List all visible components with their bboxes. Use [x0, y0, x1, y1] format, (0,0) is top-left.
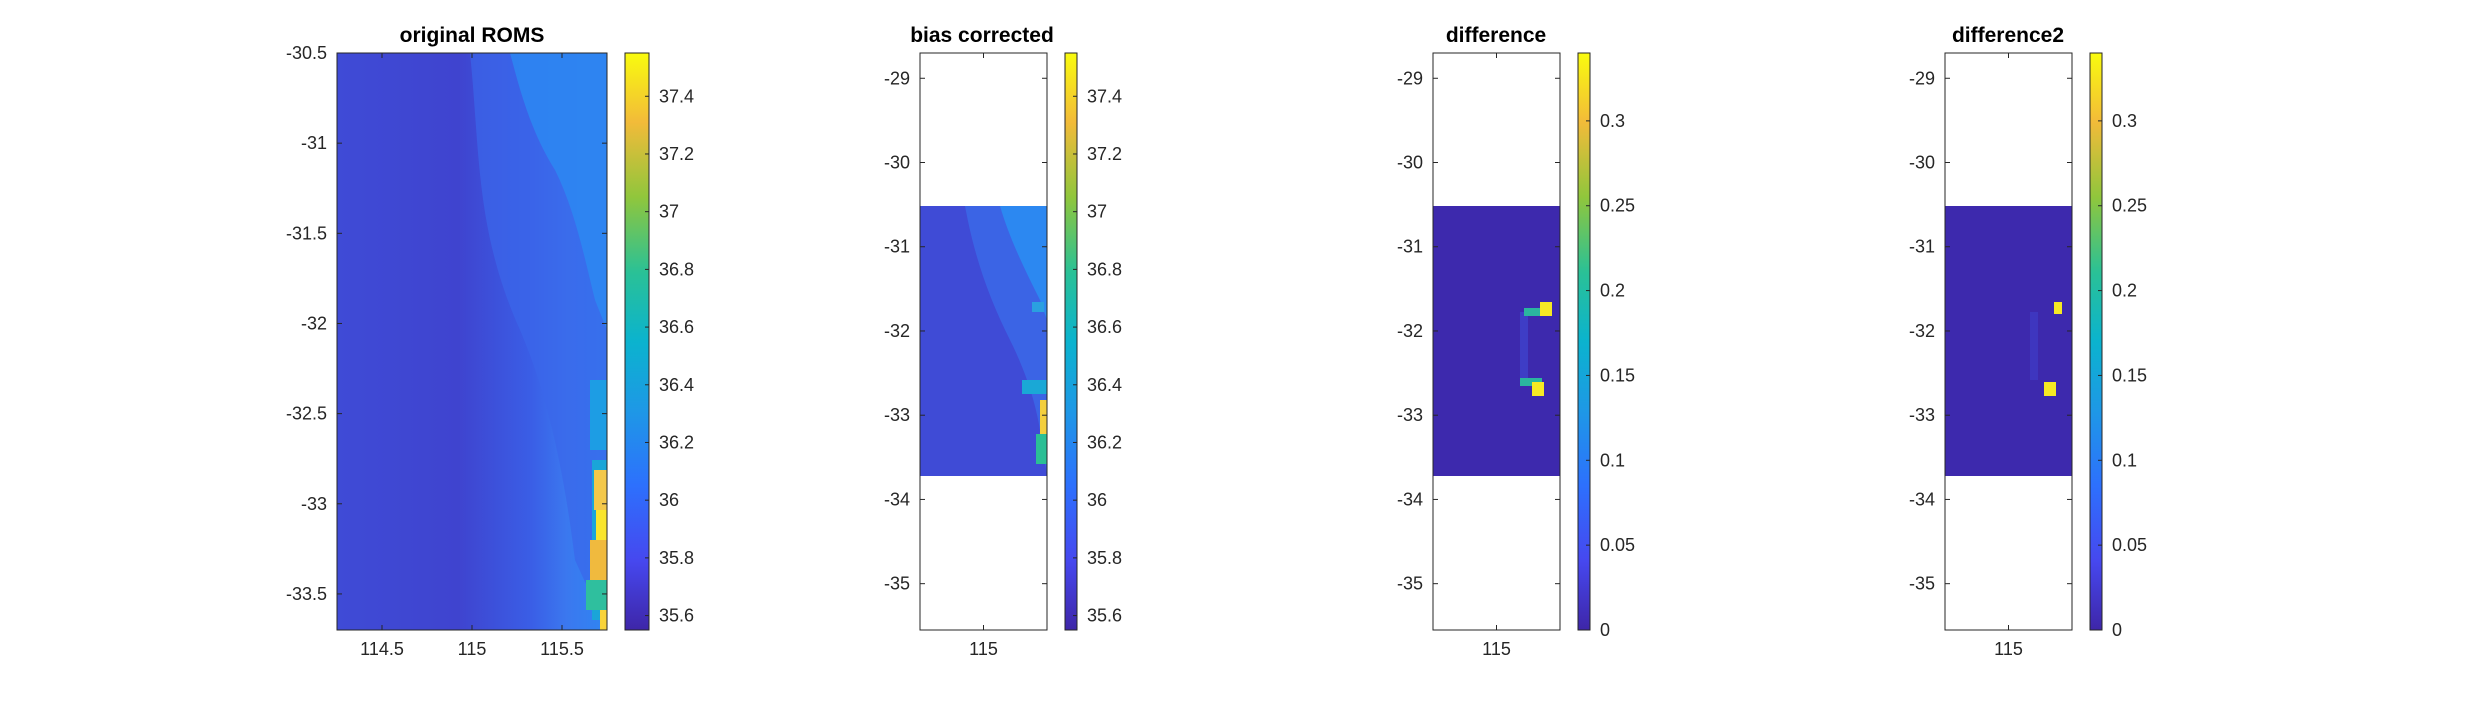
tick-label: -31 [1909, 237, 1935, 257]
panel-title: difference2 [1952, 24, 2064, 47]
panel-original-roms: original ROMS 114.5 115 115.5 -30.5 -31 -31.… [286, 24, 694, 659]
colorbar: 0 0.05 0.1 0.15 0.2 0.25 0.3 [1577, 52, 1635, 640]
tick-label: -33 [1397, 405, 1423, 425]
tick-label: 37 [1087, 202, 1107, 222]
tick-label: 37 [659, 202, 679, 222]
colorbar-ticks: 35.6 35.8 36 36.2 36.4 36.6 36.8 37 37.2 37.4 [645, 86, 694, 626]
y-axis-ticks: -30.5 -31 -31.5 -32 -32.5 -33 -33.5 [286, 43, 607, 604]
tick-label: 0.3 [1600, 111, 1625, 131]
heatmap-difference2 [1945, 206, 2072, 476]
tick-label: 35.8 [659, 548, 694, 568]
tick-label: -32 [884, 321, 910, 341]
tick-label: 0.15 [2112, 365, 2147, 385]
tick-label: 36.2 [1087, 432, 1122, 452]
tick-label: 36.8 [659, 259, 694, 279]
colorbar: 0 0.05 0.1 0.15 0.2 0.25 0.3 [2089, 52, 2147, 640]
heatmap-bias-corrected [920, 206, 1047, 476]
tick-label: -34 [1397, 489, 1423, 509]
tick-label: -31 [301, 133, 327, 153]
x-axis-ticks: 115 [1994, 53, 2023, 659]
tick-label: 114.5 [360, 639, 404, 659]
tick-label: -30.5 [286, 43, 327, 63]
tick-label: -35 [884, 574, 910, 594]
tick-label: 115 [1482, 639, 1511, 659]
tick-label: 36.2 [659, 432, 694, 452]
heatmap-difference [1433, 206, 1560, 476]
tick-label: -32 [1397, 321, 1423, 341]
tick-label: 36.4 [659, 375, 694, 395]
colorbar-ticks: 0 0.05 0.1 0.15 0.2 0.25 0.3 [2098, 111, 2147, 640]
tick-label: 35.6 [1087, 606, 1122, 626]
tick-label: 0.2 [2112, 281, 2137, 301]
tick-label: 115 [458, 639, 487, 659]
tick-label: 37.4 [659, 86, 694, 106]
tick-label: 0.25 [2112, 196, 2147, 216]
tick-label: 36.8 [1087, 259, 1122, 279]
tick-label: 36 [1087, 490, 1107, 510]
tick-label: -29 [884, 68, 910, 88]
tick-label: 35.6 [659, 606, 694, 626]
y-axis-ticks: -29 -30 -31 -32 -33 -34 -35 [1397, 68, 1560, 594]
tick-label: -30 [884, 153, 910, 173]
tick-label: 36.6 [1087, 317, 1122, 337]
x-axis-ticks: 115 [1482, 53, 1511, 659]
colorbar: 35.6 35.8 36 36.2 36.4 36.6 36.8 37 37.2 37.4 [624, 52, 694, 631]
tick-label: -32 [301, 313, 327, 333]
y-axis-ticks: -29 -30 -31 -32 -33 -34 -35 [1909, 68, 2072, 594]
tick-label: 0.1 [1600, 450, 1625, 470]
tick-label: 0.2 [1600, 281, 1625, 301]
tick-label: 0.1 [2112, 450, 2137, 470]
tick-label: 35.8 [1087, 548, 1122, 568]
tick-label: 36 [659, 490, 679, 510]
colorbar-ticks: 0 0.05 0.1 0.15 0.2 0.25 0.3 [1586, 111, 1635, 640]
panel-title: bias corrected [910, 24, 1054, 47]
tick-label: 115 [969, 639, 998, 659]
tick-label: 0.25 [1600, 196, 1635, 216]
y-axis-ticks: -29 -30 -31 -32 -33 -34 -35 [884, 68, 1047, 594]
panel-title: difference [1446, 24, 1546, 47]
tick-label: 0 [1600, 620, 1610, 640]
tick-label: -35 [1909, 574, 1935, 594]
panel-difference: difference 115 -29 -30 -31 -32 -33 -34 -35 0 0.… [1397, 24, 1635, 659]
tick-label: -34 [884, 489, 910, 509]
tick-label: 115.5 [540, 639, 584, 659]
tick-label: -29 [1397, 68, 1423, 88]
colorbar: 35.6 35.8 36 36.2 36.4 36.6 36.8 37 37.2 37.4 [1064, 52, 1122, 631]
tick-label: -33 [884, 405, 910, 425]
tick-label: -31.5 [286, 223, 327, 243]
tick-label: 0.15 [1600, 365, 1635, 385]
tick-label: 0 [2112, 620, 2122, 640]
tick-label: 37.4 [1087, 86, 1122, 106]
tick-label: -34 [1909, 489, 1935, 509]
tick-label: -29 [1909, 68, 1935, 88]
tick-label: -33.5 [286, 584, 327, 604]
panel-bias-corrected: bias corrected 115 -29 -30 -31 -32 -33 -34 -35… [884, 24, 1122, 659]
tick-label: -30 [1397, 153, 1423, 173]
tick-label: -31 [884, 237, 910, 257]
tick-label: 37.2 [659, 144, 694, 164]
tick-label: 37.2 [1087, 144, 1122, 164]
tick-label: 36.6 [659, 317, 694, 337]
tick-label: -31 [1397, 237, 1423, 257]
panel-title: original ROMS [400, 24, 545, 47]
tick-label: 0.05 [1600, 535, 1635, 555]
tick-label: 0.3 [2112, 111, 2137, 131]
tick-label: 0.05 [2112, 535, 2147, 555]
tick-label: -35 [1397, 574, 1423, 594]
tick-label: -33 [301, 494, 327, 514]
tick-label: -32 [1909, 321, 1935, 341]
tick-label: 115 [1994, 639, 2023, 659]
x-axis-ticks: 115 [969, 53, 998, 659]
tick-label: -30 [1909, 153, 1935, 173]
tick-label: -33 [1909, 405, 1935, 425]
tick-label: 36.4 [1087, 375, 1122, 395]
panel-difference2: difference2 115 -29-30-31-32-33-34-35 00… [1909, 24, 2147, 659]
heatmap-original-roms [337, 53, 607, 630]
x-axis-ticks: 114.5 115 115.5 [360, 53, 584, 659]
colorbar-ticks: 35.6 35.8 36 36.2 36.4 36.6 36.8 37 37.2 37.4 [1073, 86, 1122, 626]
tick-label: -32.5 [286, 404, 327, 424]
